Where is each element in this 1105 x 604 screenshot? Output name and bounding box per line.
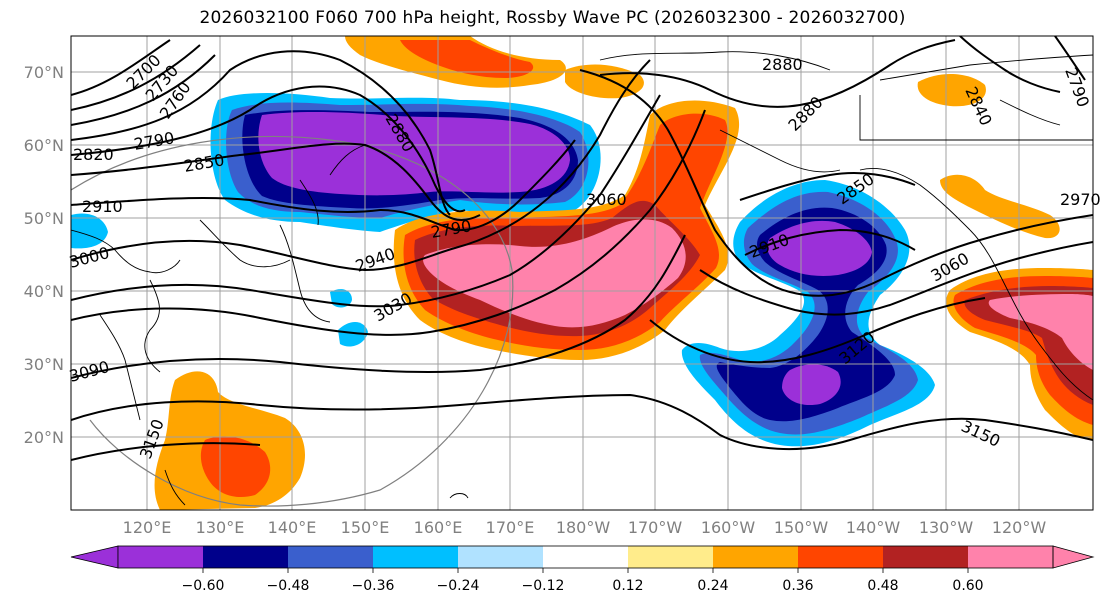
lat-label: 50°N <box>24 209 64 228</box>
colorbar-tick-label: −0.36 <box>352 578 395 594</box>
latitude-axis: 70°N 60°N 50°N 40°N 30°N 20°N <box>24 63 64 447</box>
negative-anomaly-region <box>338 321 368 347</box>
height-contours <box>71 36 1093 461</box>
positive-anomaly-region <box>988 294 1093 370</box>
positive-anomaly-region <box>400 40 534 78</box>
contour-label: 2970 <box>1060 190 1101 209</box>
negative-anomaly-region <box>782 364 841 406</box>
map-frame <box>70 35 1094 511</box>
contour-label: 2940 <box>353 244 398 276</box>
positive-anomaly-region <box>423 219 686 328</box>
positive-anomaly-region <box>917 74 986 107</box>
lon-label: 140°W <box>846 518 901 537</box>
colorbar-tick-label: 0.36 <box>782 578 813 594</box>
colorbar-tick-label: 0.12 <box>612 578 643 594</box>
contour-label: 2880 <box>784 93 826 135</box>
colorbar-swatch <box>288 546 373 568</box>
contour-label: 3060 <box>928 249 973 286</box>
colorbar-swatch <box>968 546 1053 568</box>
colorbar-swatch <box>798 546 883 568</box>
graticule <box>71 36 1093 510</box>
colorbar-swatch <box>543 546 628 568</box>
contour-label: 3030 <box>371 289 416 326</box>
colorbar-swatch <box>883 546 968 568</box>
contour-label: 2820 <box>73 145 114 164</box>
lon-label: 130°E <box>196 518 245 537</box>
lon-label: 160°E <box>414 518 463 537</box>
colorbar-swatch <box>373 546 458 568</box>
colorbar-extend-min <box>70 545 119 569</box>
lon-label: 180°W <box>556 518 611 537</box>
contour-label: 3090 <box>67 357 111 386</box>
colorbar-extend-max <box>1052 545 1095 569</box>
contour-label: 2910 <box>82 197 123 216</box>
colorbar-tick-label: 0.48 <box>867 578 898 594</box>
colorbar-tick-label: −0.24 <box>437 578 480 594</box>
lon-label: 170°E <box>486 518 535 537</box>
lon-label: 160°W <box>701 518 756 537</box>
contour-label: 3060 <box>586 190 627 209</box>
colorbar-tick-label: 0.60 <box>952 578 983 594</box>
lon-label: 150°W <box>774 518 829 537</box>
colorbar-tick-label: −0.48 <box>267 578 310 594</box>
lon-label: 170°W <box>628 518 683 537</box>
colorbar-swatch <box>713 546 798 568</box>
contour-label: 2880 <box>762 55 803 74</box>
map-title: 2026032100 F060 700 hPa height, Rossby W… <box>199 8 906 28</box>
negative-anomaly-region <box>71 213 108 249</box>
lon-label: 120°E <box>123 518 172 537</box>
lat-label: 60°N <box>24 136 64 155</box>
lat-label: 30°N <box>24 355 64 374</box>
positive-anomaly-region <box>940 174 1060 239</box>
lon-label: 120°W <box>992 518 1047 537</box>
lat-label: 70°N <box>24 63 64 82</box>
colorbar-swatch <box>628 546 713 568</box>
colorbar-tick-label: −0.12 <box>522 578 565 594</box>
colorbar: −0.60 −0.48 −0.36 −0.24 −0.12 0.12 0.24 … <box>70 545 1095 594</box>
lat-label: 20°N <box>24 428 64 447</box>
contour-label: 2840 <box>961 84 995 129</box>
longitude-axis: 120°E 130°E 140°E 150°E 160°E 170°E 180°… <box>123 518 1047 537</box>
colorbar-tick-label: 0.24 <box>697 578 728 594</box>
colorbar-swatch <box>458 546 543 568</box>
colorbar-tick-label: −0.60 <box>182 578 225 594</box>
negative-anomaly-region <box>767 220 872 276</box>
coastlines <box>71 51 1093 506</box>
lon-label: 150°E <box>341 518 390 537</box>
negative-anomaly-region <box>258 112 570 196</box>
lon-label: 130°W <box>919 518 974 537</box>
contour-label: 2790 <box>132 128 175 154</box>
colorbar-swatch <box>203 546 288 568</box>
colorbar-swatch <box>118 546 203 568</box>
anomaly-shading <box>71 36 1093 510</box>
lat-label: 40°N <box>24 282 64 301</box>
lon-label: 140°E <box>268 518 317 537</box>
positive-anomaly-region <box>200 436 271 498</box>
